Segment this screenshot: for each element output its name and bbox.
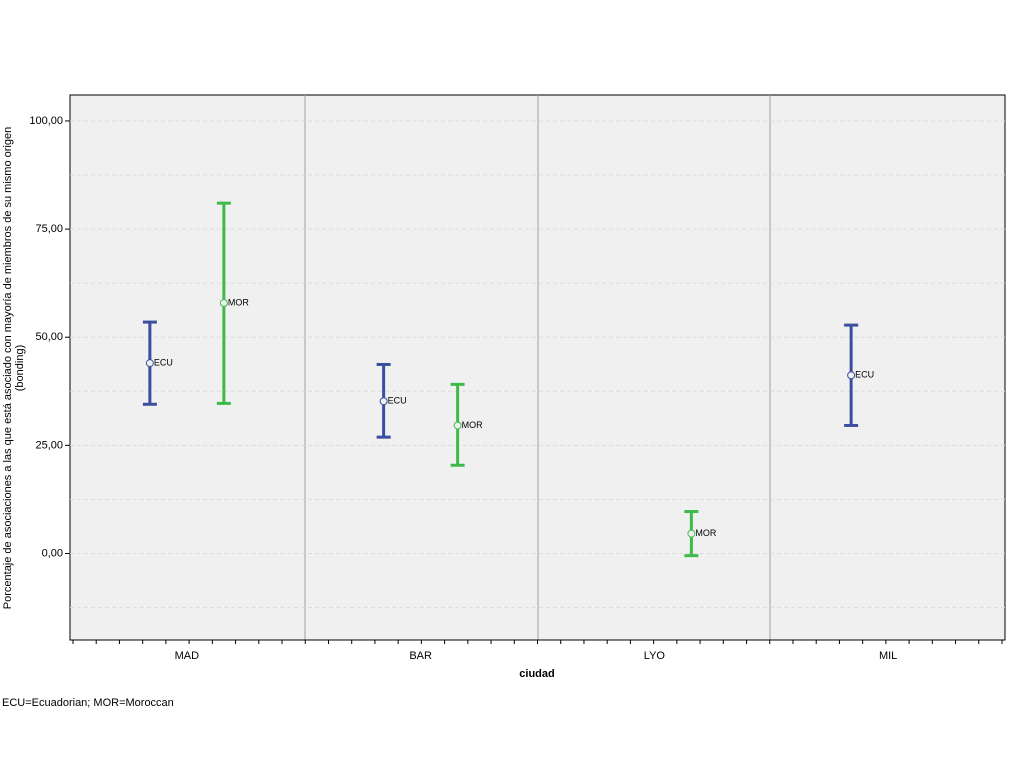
mean-point <box>219 299 228 308</box>
point-label: ECU <box>855 370 874 380</box>
mean-point <box>847 371 856 380</box>
note: ECU=Ecuadorian; MOR=Moroccan <box>2 697 174 709</box>
y-tick-label: 50,00 <box>35 331 63 343</box>
x-axis-label: ciudad <box>519 668 554 680</box>
y-tick-label: 25,00 <box>35 439 63 451</box>
x-tick-label: BAR <box>409 650 432 662</box>
y-axis-label: (bonding) <box>14 345 26 391</box>
mean-point <box>379 397 388 406</box>
point-label: MOR <box>695 528 716 538</box>
point-label: MOR <box>228 297 249 307</box>
x-tick-label: LYO <box>644 650 666 662</box>
x-tick-label: MIL <box>879 650 897 662</box>
y-tick-label: 100,00 <box>29 115 63 127</box>
mean-point <box>145 359 154 368</box>
point-label: ECU <box>388 396 407 406</box>
mean-point <box>453 421 462 430</box>
x-tick-label: MAD <box>175 650 200 662</box>
y-tick-label: 0,00 <box>42 547 63 559</box>
y-axis-label: Porcentaje de asociaciones a las que est… <box>2 127 14 609</box>
point-label: ECU <box>154 358 173 368</box>
y-tick-label: 75,00 <box>35 223 63 235</box>
point-label: MOR <box>462 420 483 430</box>
mean-point <box>687 529 696 538</box>
